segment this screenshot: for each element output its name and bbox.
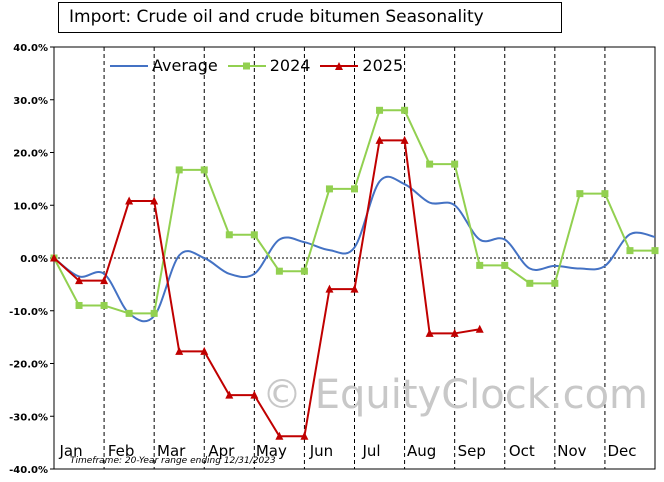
data-point-2024 bbox=[476, 261, 484, 269]
x-tick-label: Sep bbox=[458, 442, 486, 460]
y-tick-label: -20.0% bbox=[9, 360, 48, 371]
data-point-2024 bbox=[175, 166, 183, 174]
y-tick-label: -30.0% bbox=[9, 412, 48, 423]
data-point-2024 bbox=[250, 231, 258, 239]
legend-item-2024: 2024 bbox=[227, 56, 311, 75]
data-point-2025 bbox=[50, 253, 58, 262]
x-tick-label: Jan bbox=[58, 442, 82, 460]
x-tick-label: Oct bbox=[509, 442, 535, 460]
x-tick-label: Mar bbox=[157, 442, 186, 460]
y-axis-ticks: 40.0% 30.0% 20.0% 10.0% 0.0% -10.0% -20.0% -30.… bbox=[9, 43, 54, 476]
data-point-2024 bbox=[150, 309, 158, 317]
data-point-2025 bbox=[125, 196, 134, 205]
data-point-2025 bbox=[275, 431, 284, 440]
data-point-2025 bbox=[75, 276, 84, 285]
y-tick-label: 0.0% bbox=[20, 254, 48, 265]
data-point-2025 bbox=[425, 328, 434, 337]
data-point-2025 bbox=[100, 276, 109, 285]
grid-lines bbox=[54, 47, 655, 469]
data-point-2024 bbox=[626, 247, 634, 255]
data-point-2025 bbox=[225, 390, 234, 399]
x-axis-ticks: Jan Feb Mar Apr May Jun Jul Aug Sep Oct Nov Dec bbox=[58, 442, 636, 460]
data-point-2024 bbox=[526, 279, 534, 287]
y-tick-label: 40.0% bbox=[13, 43, 48, 54]
data-point-2024 bbox=[576, 190, 584, 198]
x-tick-label: Feb bbox=[108, 442, 135, 460]
data-point-2024 bbox=[200, 166, 208, 174]
y-tick-label: 20.0% bbox=[13, 149, 48, 160]
legend-item-2025: 2025 bbox=[320, 56, 403, 75]
data-point-2025 bbox=[475, 324, 484, 333]
data-point-2024 bbox=[551, 279, 559, 287]
data-point-2025 bbox=[450, 328, 459, 337]
data-point-2024 bbox=[325, 185, 333, 193]
x-tick-label: Jun bbox=[309, 442, 333, 460]
series-group bbox=[50, 106, 659, 440]
data-point-2024 bbox=[376, 106, 384, 114]
data-point-2024 bbox=[75, 301, 83, 309]
x-tick-label: Aug bbox=[407, 442, 436, 460]
y-tick-label: -40.0% bbox=[9, 465, 48, 476]
data-point-2024 bbox=[451, 160, 459, 168]
data-point-2024 bbox=[300, 267, 308, 275]
y-tick-label: 10.0% bbox=[13, 201, 48, 212]
data-point-2025 bbox=[400, 135, 409, 144]
legend-swatch-2024 bbox=[227, 62, 266, 69]
data-point-2024 bbox=[275, 267, 283, 275]
legend: Average 2024 2025 bbox=[110, 56, 403, 75]
data-point-2025 bbox=[250, 390, 259, 399]
data-point-2024 bbox=[651, 247, 659, 255]
legend-label-average: Average bbox=[152, 56, 218, 75]
data-point-2024 bbox=[225, 231, 233, 239]
legend-label-2024: 2024 bbox=[269, 56, 311, 75]
data-point-2024 bbox=[501, 261, 509, 269]
legend-item-average: Average bbox=[110, 56, 218, 75]
x-tick-label: Dec bbox=[607, 442, 636, 460]
data-point-2025 bbox=[375, 135, 384, 144]
watermark: © EquityClock.com bbox=[262, 372, 649, 418]
series-line-2025 bbox=[53, 139, 480, 438]
data-point-2025 bbox=[325, 284, 334, 293]
data-point-2024 bbox=[401, 106, 409, 114]
data-point-2025 bbox=[350, 284, 359, 293]
x-tick-label: May bbox=[256, 442, 287, 460]
data-point-2024 bbox=[601, 190, 609, 198]
data-point-2024 bbox=[426, 160, 434, 168]
legend-label-2025: 2025 bbox=[362, 56, 404, 75]
y-tick-label: 30.0% bbox=[13, 96, 48, 107]
data-point-2024 bbox=[351, 185, 358, 193]
legend-swatch-average bbox=[110, 64, 148, 67]
timeframe-note: Timeframe: 20-Year range ending 12/31/20… bbox=[70, 456, 276, 466]
legend-swatch-2025 bbox=[320, 61, 359, 70]
data-point-2025 bbox=[300, 431, 309, 440]
x-tick-label: Nov bbox=[557, 442, 586, 460]
y-tick-label: -10.0% bbox=[9, 307, 48, 318]
x-tick-label: Jul bbox=[361, 442, 380, 460]
data-point-2025 bbox=[175, 346, 184, 355]
x-tick-label: Apr bbox=[208, 442, 235, 460]
chart-title: Import: Crude oil and crude bitumen Seas… bbox=[58, 2, 562, 33]
data-point-2024 bbox=[100, 301, 108, 309]
data-point-2025 bbox=[150, 196, 159, 205]
data-point-2024 bbox=[125, 309, 133, 317]
data-point-2025 bbox=[200, 346, 209, 355]
